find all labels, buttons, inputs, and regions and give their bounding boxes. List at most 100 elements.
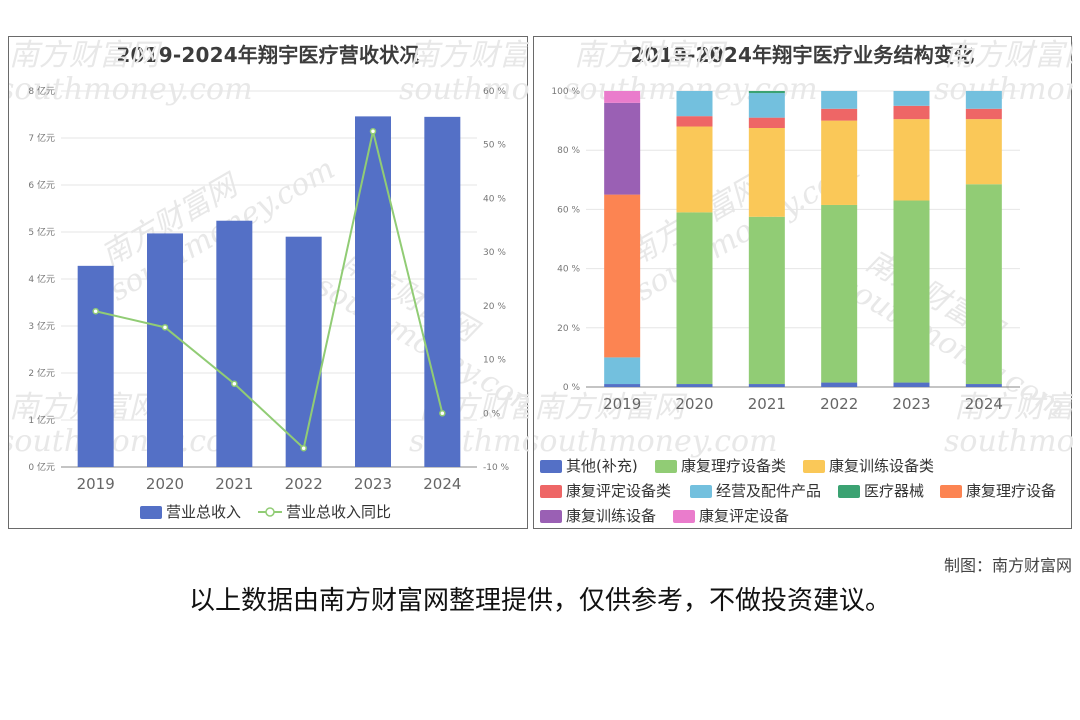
chart-credit: 制图：南方财富网 (943, 556, 1072, 575)
y-left-tick-label: 7 亿元 (28, 132, 55, 144)
stack-segment (604, 102, 641, 195)
revenue-bar (424, 116, 461, 467)
stack-segment (748, 128, 785, 217)
y-right-tick-label: 40 % (483, 194, 506, 204)
stack-segment (676, 116, 713, 127)
growth-point (161, 324, 169, 331)
stack-segment (604, 194, 641, 358)
disclaimer-text: 以上数据由南方财富网整理提供，仅供参考，不做投资建议。 (188, 586, 891, 616)
legend-label: 医疗器械 (864, 482, 924, 500)
revenue-chart-panel: 2019-2024年翔宇医疗营收状况 南方财富网 southmoney.com 南方… (8, 36, 529, 529)
growth-point (369, 128, 377, 135)
legend-swatch (540, 485, 562, 498)
growth-point (300, 444, 307, 452)
stack-segment (748, 216, 785, 385)
legend-label: 康复理疗设备类 (681, 457, 786, 475)
revenue-bar (285, 236, 322, 467)
stack-segment (748, 117, 785, 128)
legend-swatch (838, 485, 860, 498)
structure-chart-panel: 2019-2024年翔宇医疗业务结构变化 南方财富网 southmoney.com… (533, 36, 1073, 529)
legend-swatch (673, 510, 695, 523)
y-right-tick-label: -10 % (483, 463, 510, 473)
y-left-tick-label: 3 亿元 (28, 320, 55, 332)
legend-label: 康复训练设备 (566, 507, 656, 525)
y-tick-label: 80 % (557, 146, 580, 156)
revenue-bar (77, 265, 114, 467)
stack-segment (893, 382, 930, 387)
stack-segment (965, 91, 1002, 109)
stack-segment (676, 384, 713, 387)
x-tick-label: 2020 (675, 395, 713, 413)
watermark-text-en: southmoney.com (944, 424, 1073, 459)
y-right-tick-label: 60 % (483, 87, 506, 97)
stack-segment (821, 91, 858, 109)
legend-label: 经营及配件产品 (716, 482, 821, 500)
y-right-tick-label: 10 % (483, 356, 506, 366)
legend-label: 康复理疗设备 (966, 482, 1056, 500)
stack-segment (604, 91, 641, 103)
legend-swatch (690, 485, 712, 498)
stack-segment (965, 184, 1002, 385)
legend-label: 康复训练设备类 (829, 457, 934, 475)
stack-segment (965, 119, 1002, 185)
y-right-tick-label: 0 % (483, 409, 501, 419)
x-tick-label: 2022 (285, 475, 323, 493)
watermark-text-en: southmoney.com (9, 72, 253, 107)
stack-segment (893, 200, 930, 383)
y-left-tick-label: 1 亿元 (28, 414, 55, 426)
stack-segment (965, 108, 1002, 120)
stack-segment (893, 91, 930, 106)
watermark-text-en: southmoney.com (934, 72, 1073, 107)
legend-label-revenue: 营业总收入 (166, 503, 241, 521)
stack-segment (821, 204, 858, 383)
stack-segment (748, 384, 785, 387)
legend-swatch (803, 460, 825, 473)
stack-segment (748, 91, 785, 94)
revenue-bar (147, 233, 183, 467)
y-left-tick-label: 8 亿元 (28, 85, 55, 97)
x-tick-label: 2020 (146, 475, 184, 493)
y-tick-label: 100 % (551, 87, 580, 97)
legend-label-growth: 营业总收入同比 (286, 503, 391, 521)
legend-label: 其他(补充) (566, 457, 638, 475)
stack-segment (821, 108, 858, 121)
y-right-tick-label: 20 % (483, 302, 506, 312)
structure-chart-svg: 南方财富网southmoney.com南方财富网southmoney.com南方… (534, 38, 1073, 525)
watermark-text-en: southmoney.com (9, 424, 253, 459)
y-left-tick-label: 5 亿元 (28, 226, 55, 238)
y-tick-label: 0 % (563, 383, 581, 393)
legend-swatch (540, 510, 562, 523)
stack-segment (965, 384, 1002, 387)
stack-segment (893, 105, 930, 120)
watermark-text-en: southmoney.com (534, 424, 778, 459)
x-tick-label: 2021 (748, 395, 786, 413)
x-tick-label: 2019 (603, 395, 641, 413)
y-tick-label: 20 % (557, 324, 580, 334)
y-tick-label: 40 % (557, 265, 580, 275)
legend-swatch (540, 460, 562, 473)
stack-segment (676, 212, 713, 385)
stack-segment (821, 120, 858, 205)
stack-segment (604, 384, 641, 387)
watermark-text-cn: 南方财富网 (944, 38, 1073, 73)
y-right-tick-label: 50 % (483, 141, 506, 151)
x-tick-label: 2024 (965, 395, 1003, 413)
legend-swatch (940, 485, 962, 498)
revenue-bar (355, 116, 391, 467)
x-tick-label: 2019 (77, 475, 115, 493)
watermark-text-cn: 南方财富网 (409, 38, 529, 73)
stack-segment (604, 357, 641, 385)
revenue-chart-title: 2019-2024年翔宇医疗营收状况 (116, 43, 420, 67)
watermark-text-cn: 南方财富网 (954, 390, 1073, 425)
legend-swatch (655, 460, 677, 473)
watermark-text-cn: 南方财富网 (574, 38, 728, 73)
growth-point (92, 307, 99, 315)
x-tick-label: 2024 (423, 475, 461, 493)
stack-segment (821, 382, 858, 387)
growth-point (439, 410, 446, 417)
y-left-tick-label: 2 亿元 (28, 367, 55, 379)
y-left-tick-label: 4 亿元 (28, 273, 55, 285)
x-tick-label: 2023 (354, 475, 392, 493)
legend-marker-growth (265, 507, 275, 517)
y-right-tick-label: 30 % (483, 248, 506, 258)
